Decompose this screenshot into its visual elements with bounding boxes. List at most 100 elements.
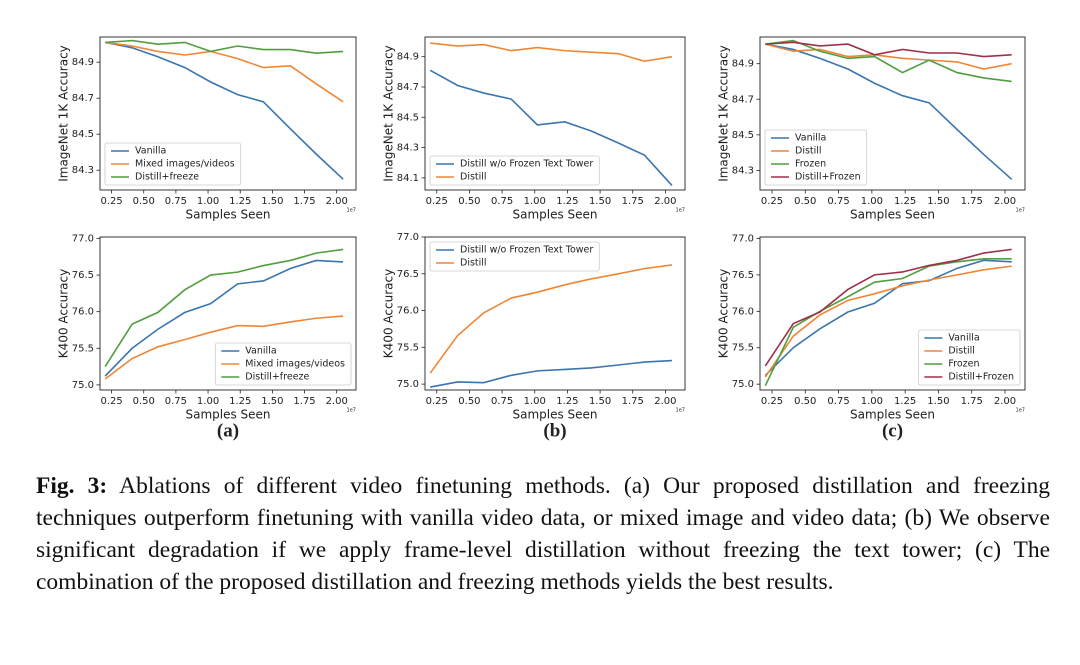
legend-label: Vanilla (795, 133, 826, 144)
x-tick-label: 0.25 (100, 396, 122, 407)
x-tick-label: 0.50 (458, 196, 480, 207)
legend-label: Distill (948, 346, 975, 357)
x-tick-label: 0.75 (491, 396, 513, 407)
y-tick-label: 76.5 (732, 270, 754, 281)
x-tick-label: 0.50 (133, 396, 155, 407)
y-tick-label: 75.5 (732, 343, 754, 354)
series-line (764, 248, 1012, 367)
x-tick-label: 0.25 (100, 196, 122, 207)
x-tick-label: 0.75 (827, 396, 849, 407)
y-tick-label: 84.9 (732, 59, 754, 70)
series-line (429, 264, 673, 374)
x-tick-label: 1.25 (894, 196, 916, 207)
y-tick-label: 76.5 (397, 269, 419, 280)
series-line (765, 39, 1012, 83)
x-tick-label: 2.00 (654, 396, 676, 407)
chart: 0.25 0.50 0.75 1.00 1.25 1.50 1.75 2.00 84.1 84.3… (382, 36, 686, 222)
legend-label: Distill+freeze (135, 172, 199, 183)
x-tick-label: 1.75 (622, 196, 644, 207)
legend-frame (214, 342, 352, 386)
legend-frame (429, 241, 600, 272)
caption-label: Fig. 3: (36, 473, 108, 499)
legend: Vanilla Mixed images/videos Distill+freeze (214, 342, 352, 386)
y-tick-label: 84.3 (397, 143, 419, 154)
y-tick-label: 84.7 (72, 93, 94, 104)
y-tick-label: 76.0 (72, 307, 94, 318)
x-tick-label: 0.50 (133, 196, 155, 207)
series-line (104, 41, 344, 180)
x-tick-label: 0.25 (426, 196, 448, 207)
legend-label: Mixed images/videos (245, 359, 345, 370)
x-tick-label: 1.00 (861, 396, 883, 407)
x-tick-label: 1.75 (961, 396, 983, 407)
x-axis-label: Samples Seen (850, 408, 935, 422)
legend: Vanilla Distill Frozen Distill+Frozen (764, 129, 868, 186)
x-tick-label: 1.25 (894, 396, 916, 407)
caption-text: Ablations of different video finetuning … (36, 473, 1050, 595)
x-axis-label: Samples Seen (850, 208, 935, 222)
plot-frame (424, 236, 686, 391)
x-axis-label: Samples Seen (185, 408, 270, 422)
series-line (764, 258, 1012, 386)
y-tick-label: 75.0 (397, 379, 419, 390)
legend-frame (764, 129, 868, 186)
legend: Distill w/o Frozen Text Tower Distill (429, 241, 600, 272)
series-line (764, 259, 1012, 376)
x-tick-label: 0.25 (761, 396, 783, 407)
series-line (765, 43, 1012, 70)
legend-label: Vanilla (135, 146, 166, 157)
series-line (430, 42, 673, 63)
x-offset-label: 1e7 (1016, 208, 1025, 214)
x-tick-label: 1.00 (524, 396, 546, 407)
x-tick-label: 2.00 (994, 196, 1016, 207)
x-tick-label: 1.00 (197, 396, 219, 407)
y-tick-label: 75.0 (732, 379, 754, 390)
x-tick-label: 0.25 (761, 196, 783, 207)
x-tick-label: 1.50 (261, 196, 283, 207)
y-tick-label: 76.0 (397, 306, 419, 317)
series-line (429, 69, 673, 186)
series-line (104, 315, 344, 380)
figure: 0.25 0.50 0.75 1.00 1.25 1.50 1.75 2.00 84.3 84.5… (57, 36, 1026, 441)
y-tick-label: 76.5 (72, 270, 94, 281)
series-line (430, 359, 672, 388)
legend-label: Distill w/o Frozen Text Tower (460, 159, 593, 170)
legend-label: Distill (460, 172, 487, 183)
x-tick-label: 0.50 (794, 196, 816, 207)
legend-label: Distill+freeze (245, 372, 309, 383)
panel-label: (b) (543, 420, 566, 441)
x-tick-label: 1.75 (961, 196, 983, 207)
x-tick-label: 2.00 (654, 196, 676, 207)
series-line (765, 43, 1013, 180)
x-tick-label: 1.50 (261, 396, 283, 407)
y-tick-label: 84.5 (732, 130, 754, 141)
y-tick-label: 76.0 (732, 306, 754, 317)
plot-frame (759, 36, 1026, 191)
legend-label: Distill+Frozen (795, 172, 861, 183)
x-tick-label: 1.00 (861, 196, 883, 207)
y-tick-label: 77.0 (732, 233, 754, 244)
x-tick-label: 2.00 (994, 396, 1016, 407)
y-tick-label: 75.0 (72, 380, 94, 391)
x-tick-label: 1.50 (927, 396, 949, 407)
x-tick-label: 1.00 (197, 196, 219, 207)
x-offset-label: 1e7 (347, 408, 356, 414)
series-line (104, 259, 344, 377)
caption: Fig. 3: Ablations of different video fin… (36, 470, 1050, 598)
x-offset-label: 1e7 (676, 408, 685, 414)
x-offset-label: 1e7 (347, 208, 356, 214)
x-tick-label: 0.75 (491, 196, 513, 207)
y-tick-label: 84.9 (397, 52, 419, 63)
y-axis-label: ImageNet 1K Accuracy (382, 45, 396, 182)
x-tick-label: 1.25 (556, 196, 578, 207)
y-tick-label: 84.5 (397, 112, 419, 123)
chart: 0.25 0.50 0.75 1.00 1.25 1.50 1.75 2.00 84.3 84.5… (57, 36, 357, 222)
x-tick-label: 2.00 (326, 196, 348, 207)
y-tick-label: 84.7 (732, 94, 754, 105)
y-tick-label: 84.3 (72, 165, 94, 176)
panel-label: (a) (217, 420, 239, 441)
x-tick-label: 0.75 (827, 196, 849, 207)
legend-frame (104, 142, 242, 186)
legend: Distill w/o Frozen Text Tower Distill (429, 155, 600, 186)
